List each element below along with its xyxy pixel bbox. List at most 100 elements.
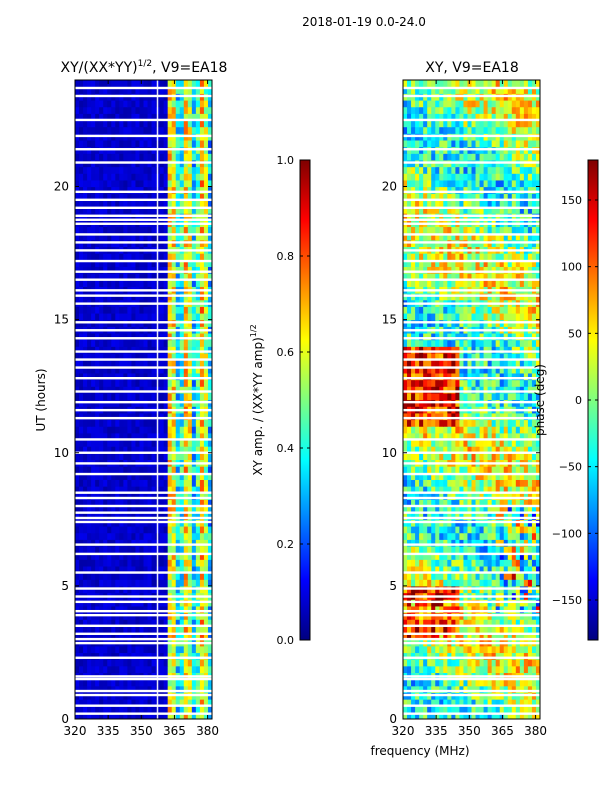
heatmap-cell <box>435 532 440 540</box>
heatmap-cell <box>147 139 153 148</box>
heatmap-cell <box>159 559 165 567</box>
heatmap-cell <box>123 665 128 674</box>
heatmap-cell <box>91 206 96 214</box>
heatmap-cell <box>179 605 185 614</box>
heatmap-cell <box>183 579 189 587</box>
heatmap-cell <box>163 512 169 520</box>
heatmap-cell <box>103 126 108 134</box>
heatmap-cell <box>87 705 92 713</box>
heatmap-cell <box>407 499 412 507</box>
heatmap-cell <box>187 472 193 480</box>
heatmap-cell <box>491 525 497 534</box>
heatmap-cell <box>91 506 96 514</box>
heatmap-cell <box>471 712 477 719</box>
heatmap-cell <box>147 193 153 201</box>
heatmap-cell <box>467 479 473 487</box>
heatmap-cell <box>203 266 209 274</box>
heatmap-cell <box>163 525 169 534</box>
heatmap-cell <box>467 472 473 480</box>
heatmap-cell <box>459 545 465 554</box>
heatmap-cell <box>171 173 177 181</box>
flagged-integration <box>75 704 212 707</box>
heatmap-cell <box>527 446 533 454</box>
heatmap-cell <box>207 439 212 447</box>
heatmap-cell <box>515 525 521 534</box>
heatmap-cell <box>183 619 189 627</box>
heatmap-cell <box>107 80 112 88</box>
heatmap-cell <box>95 366 100 374</box>
heatmap-cell <box>79 532 84 540</box>
heatmap-cell <box>183 432 189 441</box>
heatmap-cell <box>119 386 124 394</box>
heatmap-cell <box>139 126 145 134</box>
heatmap-cell <box>143 625 149 634</box>
heatmap-cell <box>195 699 201 707</box>
heatmap-cell <box>519 472 525 480</box>
heatmap-cell <box>163 332 169 341</box>
heatmap-cell <box>79 579 84 587</box>
heatmap-cell <box>207 193 212 201</box>
heatmap-cell <box>495 446 501 454</box>
heatmap-cell <box>403 472 408 480</box>
heatmap-cell <box>171 466 177 474</box>
heatmap-cell <box>103 492 108 500</box>
heatmap-cell <box>195 632 201 640</box>
heatmap-cell <box>411 625 416 634</box>
heatmap-cell <box>83 166 88 174</box>
heatmap-cell <box>175 539 181 547</box>
heatmap-cell <box>423 426 428 434</box>
heatmap-cell <box>183 233 189 241</box>
heatmap-cell <box>107 173 112 181</box>
heatmap-cell <box>523 659 529 667</box>
heatmap-cell <box>143 259 149 267</box>
heatmap-cell <box>143 392 149 401</box>
heatmap-cell <box>475 466 481 474</box>
heatmap-cell <box>139 512 145 520</box>
heatmap-cell <box>163 412 169 421</box>
heatmap-cell <box>91 712 96 719</box>
heatmap-cell <box>207 712 212 719</box>
heatmap-cell <box>435 605 440 614</box>
heatmap-cell <box>439 619 444 627</box>
heatmap-cell <box>479 645 485 654</box>
heatmap-cell <box>135 80 141 88</box>
heatmap-cell <box>127 506 133 514</box>
heatmap-cell <box>147 386 153 394</box>
heatmap-cell <box>131 166 137 174</box>
heatmap-cell <box>119 259 124 267</box>
heatmap-cell <box>411 665 416 674</box>
heatmap-cell <box>163 392 169 401</box>
heatmap-cell <box>531 486 537 494</box>
heatmap-cell <box>159 645 165 654</box>
heatmap-cell <box>99 699 104 707</box>
heatmap-cell <box>427 532 432 540</box>
heatmap-cell <box>91 392 96 401</box>
heatmap-cell <box>519 699 525 707</box>
heatmap-cell <box>499 439 505 447</box>
heatmap-cell <box>107 452 112 461</box>
heatmap-cell <box>127 419 133 427</box>
heatmap-cell <box>495 472 501 480</box>
heatmap-cell <box>111 412 116 421</box>
heatmap-cell <box>455 466 461 474</box>
flagged-integration <box>75 641 212 645</box>
heatmap-cell <box>163 506 169 514</box>
heatmap-cell <box>183 539 189 547</box>
heatmap-cell <box>127 512 133 520</box>
heatmap-cell <box>75 579 80 587</box>
heatmap-cell <box>123 659 128 667</box>
heatmap-cell <box>203 625 209 634</box>
heatmap-cell <box>483 479 489 487</box>
heatmap-cell <box>103 652 108 660</box>
heatmap-cell <box>535 552 540 560</box>
heatmap-cell <box>195 472 201 480</box>
heatmap-cell <box>455 412 461 421</box>
heatmap-cell <box>159 479 165 487</box>
heatmap-cell <box>519 466 525 474</box>
heatmap-cell <box>111 372 116 381</box>
heatmap-cell <box>103 479 108 487</box>
heatmap-cell <box>439 439 444 447</box>
heatmap-cell <box>167 605 173 614</box>
heatmap-cell <box>75 312 80 321</box>
heatmap-cell <box>519 572 525 580</box>
